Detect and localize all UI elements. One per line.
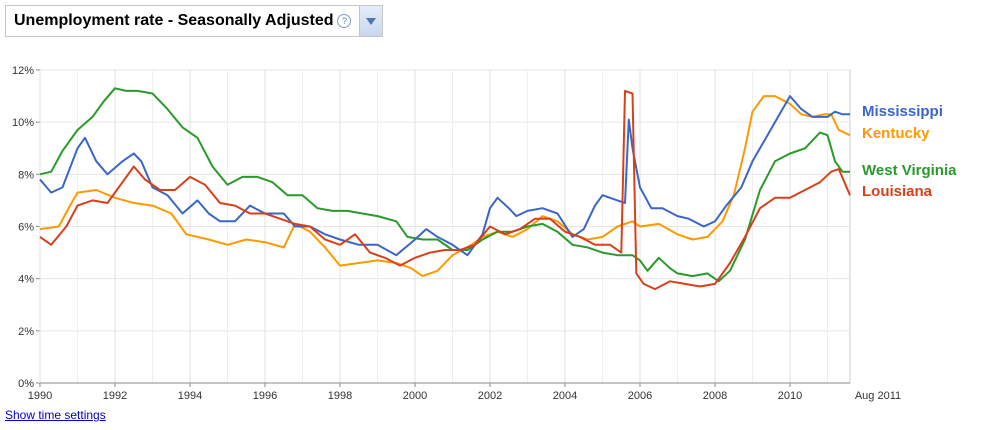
metric-title: Unemployment rate - Seasonally Adjusted — [14, 12, 334, 29]
legend-kentucky[interactable]: Kentucky — [862, 125, 930, 142]
x-tick-label: 2008 — [703, 390, 727, 402]
end-date-label: Aug 2011 — [855, 390, 901, 402]
metric-selector[interactable]: Unemployment rate - Seasonally Adjusted … — [5, 5, 384, 37]
y-tick-label: 2% — [18, 326, 34, 338]
x-tick-label: 2004 — [553, 390, 577, 402]
x-tick-label: 1992 — [103, 390, 127, 402]
series-line-west-virginia[interactable] — [39, 87, 850, 283]
series-line-louisiana[interactable] — [39, 89, 851, 291]
y-tick-label: 0% — [18, 378, 34, 390]
y-tick-label: 4% — [18, 274, 34, 286]
show-time-settings-link[interactable]: Show time settings — [5, 408, 106, 422]
x-tick-label: 1996 — [253, 390, 277, 402]
x-tick-label: 2006 — [628, 390, 652, 402]
x-tick-label: 2002 — [478, 390, 502, 402]
y-tick-label: 6% — [18, 222, 34, 234]
y-tick-label: 10% — [12, 117, 34, 129]
series-line-kentucky[interactable] — [39, 95, 851, 278]
legend-louisiana[interactable]: Louisiana — [862, 183, 933, 200]
legend-mississippi[interactable]: Mississippi — [862, 103, 943, 120]
help-icon[interactable]: ? — [337, 14, 352, 28]
y-tick-label: 12% — [12, 65, 34, 77]
dropdown-button[interactable] — [359, 6, 383, 36]
x-tick-label: 1994 — [178, 390, 202, 402]
x-tick-label: 2000 — [403, 390, 427, 402]
legend-west-virginia[interactable]: West Virginia — [862, 162, 957, 179]
chevron-down-icon — [366, 17, 377, 25]
y-tick-label: 8% — [18, 169, 34, 181]
x-tick-label: 1998 — [328, 390, 352, 402]
series-line-mississippi[interactable] — [39, 95, 850, 257]
x-tick-label: 1990 — [28, 390, 52, 402]
unemployment-chart: 0% 2% 4% 6% 8% 10% 12% 1990 1992 1994 1996 1998 2000… — [12, 65, 957, 402]
x-tick-label: 2010 — [778, 390, 802, 402]
